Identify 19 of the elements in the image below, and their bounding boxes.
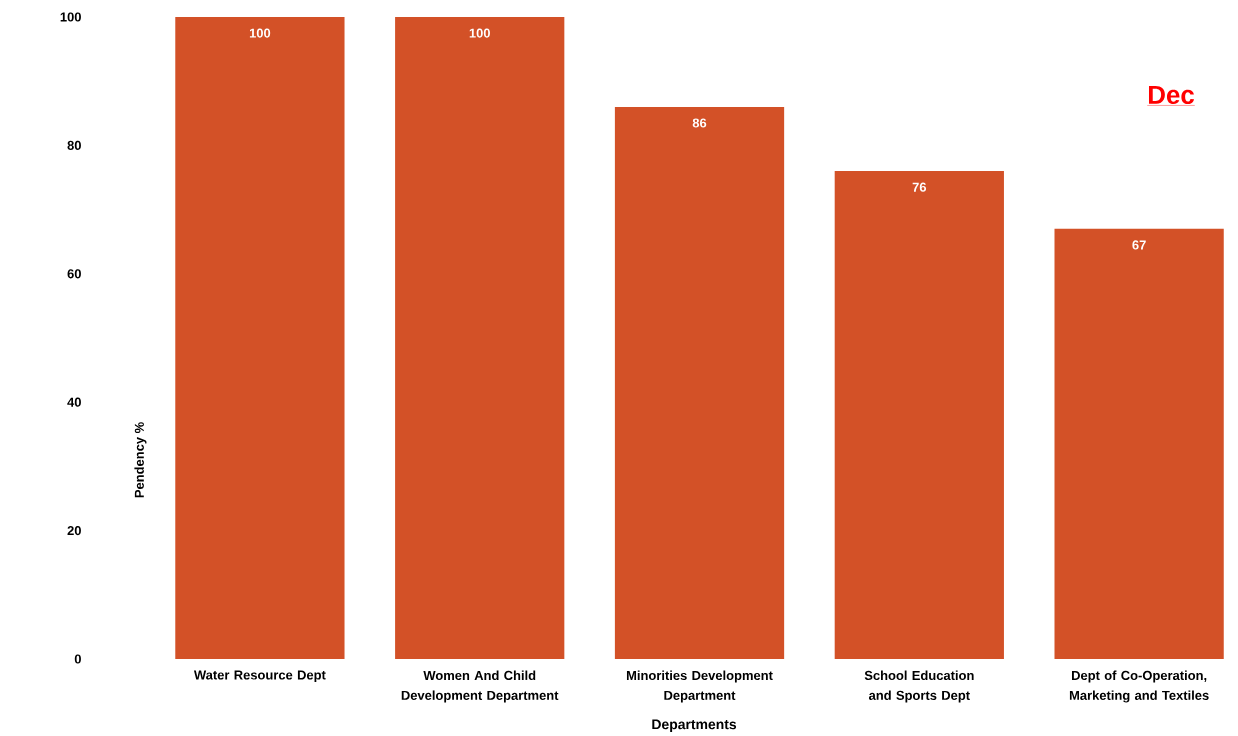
y-tick-label: 100 bbox=[60, 12, 81, 22]
data-label: 100 bbox=[249, 28, 271, 38]
annotation: Dec bbox=[1148, 85, 1195, 105]
x-tick-label: Water Resource Dept bbox=[193, 670, 326, 683]
x-tick-label: School Education and Sports Dept bbox=[864, 670, 974, 703]
data-label: 76 bbox=[912, 182, 927, 192]
x-tick-label: Dept of Co-Operation, Marketing and Textiles bbox=[1069, 670, 1209, 703]
x-axis-title: Departments bbox=[652, 719, 737, 733]
y-tick-label: 20 bbox=[67, 526, 81, 536]
x-tick-label: Women And Child Development Department bbox=[401, 670, 559, 703]
y-tick-label: 60 bbox=[67, 269, 81, 279]
data-label: 67 bbox=[1132, 240, 1146, 250]
y-tick-label: 0 bbox=[74, 654, 81, 664]
data-label: 86 bbox=[692, 118, 707, 128]
y-axis-title: Pendency % bbox=[134, 422, 147, 498]
data-label: 100 bbox=[469, 28, 490, 38]
x-tick-label: Minorities Development Department bbox=[626, 670, 773, 703]
y-tick-label: 40 bbox=[67, 397, 81, 407]
y-tick-label: 80 bbox=[67, 140, 81, 150]
